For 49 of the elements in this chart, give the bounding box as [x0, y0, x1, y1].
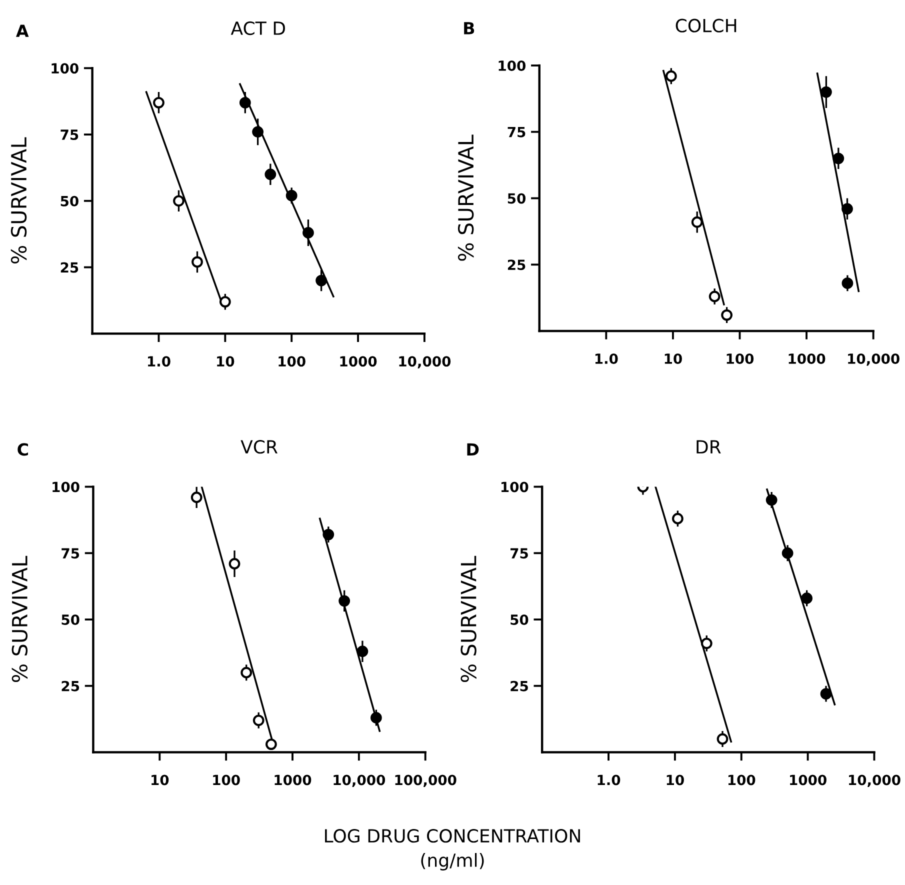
y-axis-title: % SURVIVAL [460, 556, 476, 682]
y-tick-label: 75 [62, 548, 80, 559]
x-tick-label: 100 [213, 774, 240, 786]
x-tick-label: 100,000 [395, 774, 456, 787]
x-tick-label: 1000 [790, 774, 826, 786]
x-tick-label: 1000 [788, 353, 826, 364]
x-tick-label: 1000 [340, 356, 377, 367]
y-axis-title: % SURVIVAL [10, 137, 27, 264]
y-tick-label: 50 [60, 196, 78, 206]
y-tick-label: 25 [60, 262, 78, 273]
y-tick-label: 25 [510, 680, 528, 692]
text: A [16, 24, 29, 37]
y-tick-label: 50 [508, 193, 526, 204]
text: LOG DRUG CONCENTRATION (ng/ml) [325, 829, 580, 871]
x-tick-label: 10,000 [399, 356, 451, 368]
y-tick-label: 75 [510, 548, 528, 559]
y-tick-label: 100 [498, 60, 526, 71]
y-axis-title: % SURVIVAL [12, 556, 28, 682]
x-tick-label: 10 [666, 774, 684, 786]
x-tick-label: 10 [152, 774, 169, 786]
x-tick-label: 1000 [274, 774, 312, 786]
x-tick-label: 1.0 [595, 353, 618, 364]
x-tick-label: 100 [726, 353, 754, 364]
text: C [18, 443, 28, 456]
y-tick-label: 100 [52, 63, 78, 74]
y-tick-label: 100 [52, 482, 80, 492]
y-tick-label: 50 [62, 614, 80, 625]
y-tick-label: 75 [508, 127, 526, 138]
text: D [467, 443, 479, 456]
chart-title: ACT D [230, 21, 285, 36]
x-tick-label: 10,000 [849, 774, 900, 787]
x-tick-label: 100 [728, 774, 756, 786]
y-tick-label: 25 [508, 260, 526, 270]
chart-title: VCR [240, 440, 278, 454]
chart-title: DR [696, 440, 721, 454]
x-tick-label: 10 [217, 356, 234, 367]
x-tick-label: 10 [664, 353, 682, 364]
chart-title: COLCH [676, 18, 736, 32]
x-tick-label: 1.0 [148, 356, 170, 367]
y-tick-label: 100 [501, 482, 528, 492]
y-tick-label: 75 [60, 130, 78, 140]
y-tick-label: 50 [510, 614, 528, 625]
x-tick-label: 10,000 [848, 353, 900, 366]
text: B [464, 22, 474, 34]
y-tick-label: 25 [62, 680, 80, 692]
x-tick-label: 1.0 [598, 774, 620, 786]
y-axis-title: % SURVIVAL [458, 134, 474, 261]
x-tick-label: 10,000 [334, 774, 386, 787]
x-tick-label: 100 [278, 356, 306, 367]
